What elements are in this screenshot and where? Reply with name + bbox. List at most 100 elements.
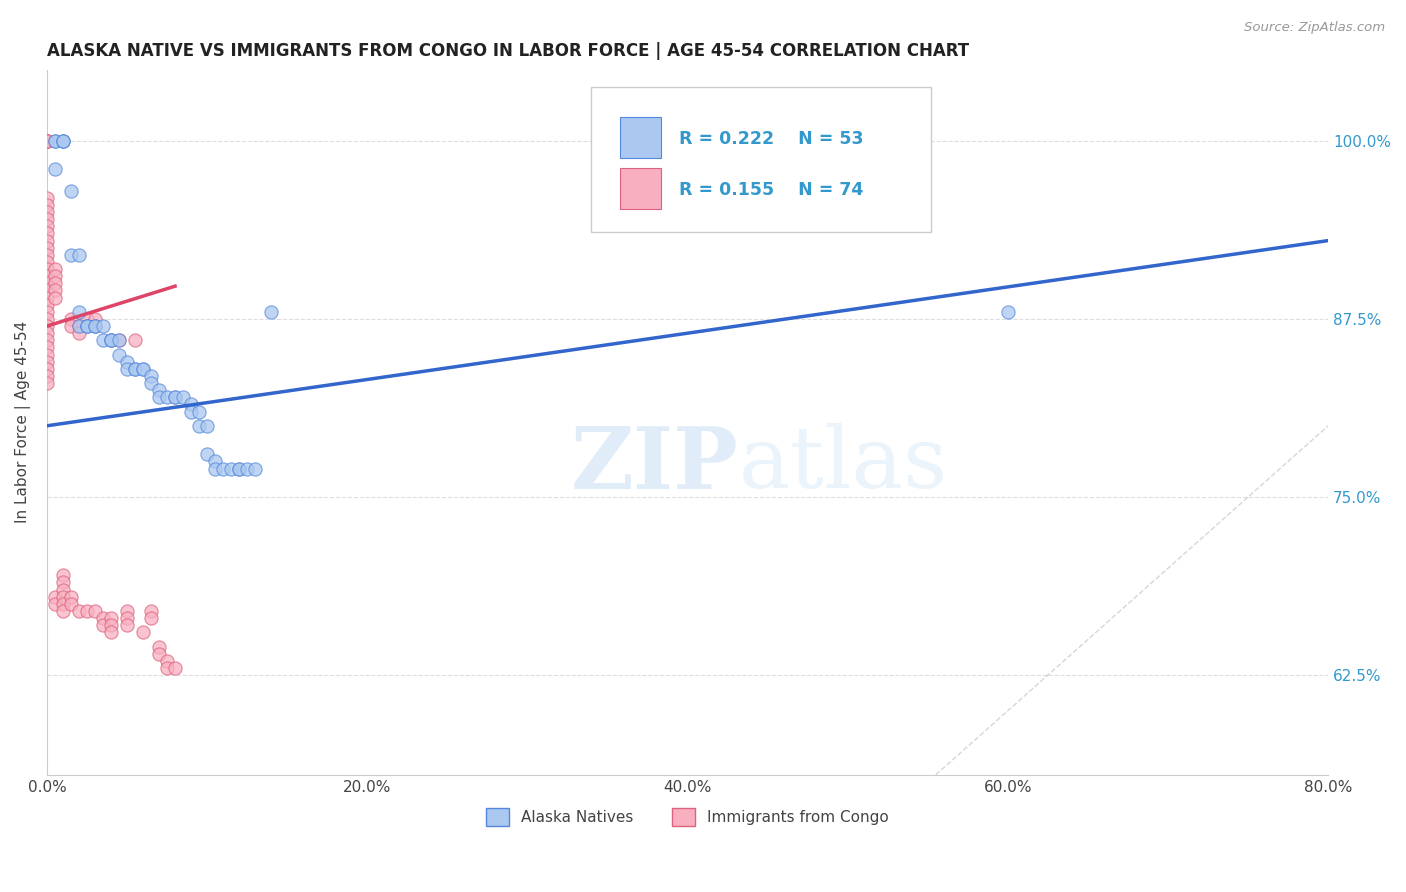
Point bbox=[84, 604, 107, 618]
FancyBboxPatch shape bbox=[620, 169, 661, 210]
Point bbox=[35, 134, 58, 148]
FancyBboxPatch shape bbox=[620, 117, 661, 158]
Legend: Alaska Natives, Immigrants from Congo: Alaska Natives, Immigrants from Congo bbox=[478, 800, 897, 834]
Text: Source: ZipAtlas.com: Source: ZipAtlas.com bbox=[1244, 21, 1385, 35]
Point bbox=[35, 255, 58, 269]
Point bbox=[35, 312, 58, 326]
Point bbox=[67, 248, 90, 262]
Point bbox=[44, 134, 66, 148]
Point bbox=[44, 262, 66, 277]
Point bbox=[204, 454, 226, 468]
Point bbox=[59, 597, 82, 611]
Point bbox=[35, 191, 58, 205]
Point bbox=[84, 319, 107, 334]
Point bbox=[52, 134, 75, 148]
Point bbox=[67, 319, 90, 334]
Point bbox=[139, 611, 162, 625]
Point bbox=[100, 334, 122, 348]
Point bbox=[35, 262, 58, 277]
Point bbox=[35, 234, 58, 248]
Point bbox=[67, 604, 90, 618]
Point bbox=[52, 568, 75, 582]
Point bbox=[52, 582, 75, 597]
Point bbox=[100, 618, 122, 632]
Point bbox=[35, 241, 58, 255]
Point bbox=[35, 219, 58, 234]
Point bbox=[100, 334, 122, 348]
Point bbox=[115, 611, 138, 625]
Point bbox=[139, 376, 162, 390]
Point bbox=[44, 162, 66, 177]
Point bbox=[84, 319, 107, 334]
Point bbox=[100, 625, 122, 640]
Point bbox=[165, 390, 187, 404]
Point bbox=[228, 461, 250, 475]
Point bbox=[156, 654, 179, 668]
Point bbox=[180, 397, 202, 411]
Point bbox=[132, 361, 155, 376]
Point bbox=[91, 334, 114, 348]
Point bbox=[236, 461, 259, 475]
Point bbox=[59, 312, 82, 326]
Point bbox=[35, 291, 58, 305]
Point bbox=[67, 326, 90, 341]
Point bbox=[76, 319, 98, 334]
Point bbox=[67, 319, 90, 334]
Point bbox=[108, 334, 131, 348]
Point bbox=[35, 212, 58, 227]
Text: R = 0.222    N = 53: R = 0.222 N = 53 bbox=[679, 129, 863, 148]
FancyBboxPatch shape bbox=[592, 87, 931, 232]
Point bbox=[52, 134, 75, 148]
Point bbox=[212, 461, 235, 475]
Point bbox=[35, 347, 58, 361]
Point bbox=[76, 319, 98, 334]
Point bbox=[35, 269, 58, 284]
Point bbox=[132, 361, 155, 376]
Point bbox=[228, 461, 250, 475]
Point bbox=[35, 198, 58, 212]
Point bbox=[115, 361, 138, 376]
Point bbox=[115, 354, 138, 368]
Point bbox=[44, 597, 66, 611]
Point bbox=[148, 383, 170, 397]
Point bbox=[67, 305, 90, 319]
Point bbox=[52, 590, 75, 604]
Point bbox=[195, 447, 218, 461]
Point bbox=[76, 319, 98, 334]
Point bbox=[35, 334, 58, 348]
Point bbox=[156, 390, 179, 404]
Point bbox=[59, 590, 82, 604]
Point bbox=[124, 361, 146, 376]
Point bbox=[195, 418, 218, 433]
Point bbox=[165, 390, 187, 404]
Point bbox=[59, 248, 82, 262]
Point bbox=[84, 319, 107, 334]
Point bbox=[52, 604, 75, 618]
Point bbox=[100, 611, 122, 625]
Point bbox=[59, 319, 82, 334]
Point bbox=[165, 661, 187, 675]
Text: ALASKA NATIVE VS IMMIGRANTS FROM CONGO IN LABOR FORCE | AGE 45-54 CORRELATION CH: ALASKA NATIVE VS IMMIGRANTS FROM CONGO I… bbox=[46, 42, 969, 60]
Point bbox=[132, 625, 155, 640]
Point bbox=[35, 277, 58, 291]
Point bbox=[243, 461, 266, 475]
Point bbox=[156, 661, 179, 675]
Point bbox=[35, 354, 58, 368]
Point bbox=[91, 319, 114, 334]
Point bbox=[52, 134, 75, 148]
Point bbox=[52, 575, 75, 590]
Point bbox=[115, 618, 138, 632]
Point bbox=[35, 368, 58, 383]
Point bbox=[108, 334, 131, 348]
Point bbox=[35, 205, 58, 219]
Point bbox=[35, 305, 58, 319]
Point bbox=[84, 312, 107, 326]
Point bbox=[139, 604, 162, 618]
Point bbox=[35, 376, 58, 390]
Point bbox=[76, 604, 98, 618]
Point bbox=[148, 640, 170, 654]
Point bbox=[35, 134, 58, 148]
Point bbox=[100, 334, 122, 348]
Point bbox=[35, 134, 58, 148]
Point bbox=[91, 611, 114, 625]
